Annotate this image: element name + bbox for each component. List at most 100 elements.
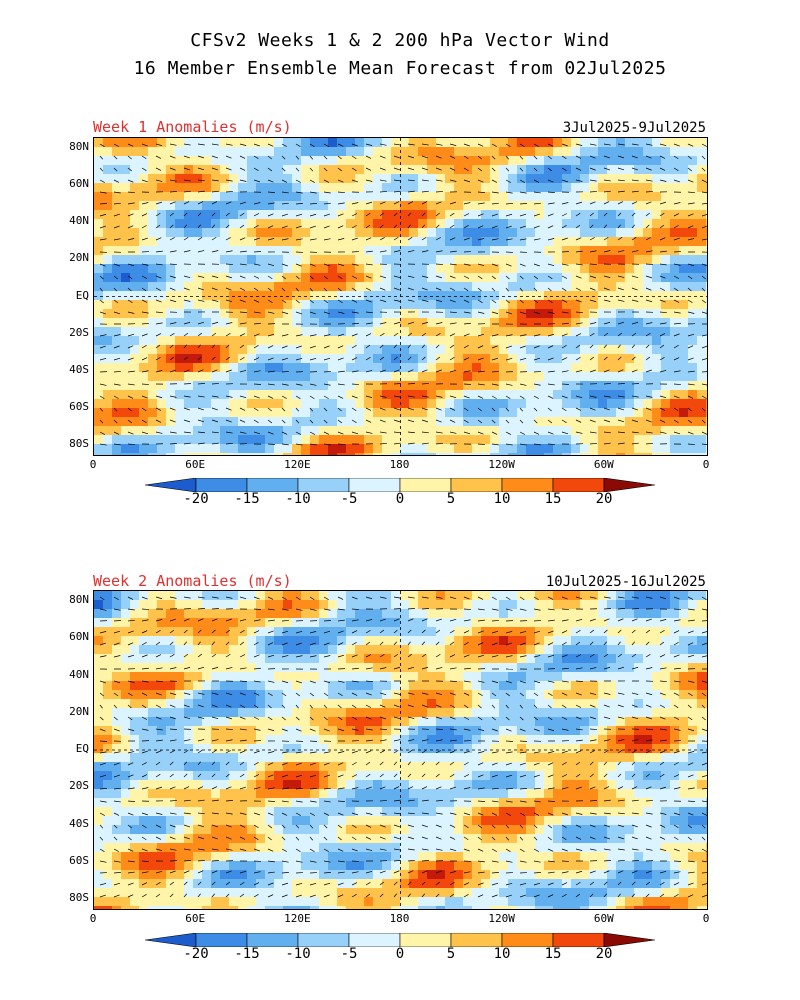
anomaly-cell — [130, 273, 140, 283]
anomaly-cell — [364, 735, 374, 745]
anomaly-cell — [400, 192, 410, 202]
anomaly-cell — [373, 426, 383, 436]
wind-vector — [575, 431, 583, 434]
wind-vector — [155, 287, 161, 291]
anomaly-cell — [508, 699, 518, 709]
anomaly-cell — [697, 744, 707, 754]
wind-vector — [533, 345, 540, 349]
anomaly-cell — [418, 156, 428, 166]
anomaly-cell — [355, 291, 365, 301]
anomaly-cell — [139, 174, 149, 184]
anomaly-cell — [688, 219, 698, 229]
anomaly-cell — [418, 762, 428, 772]
anomaly-cell — [562, 708, 572, 718]
anomaly-cell — [337, 327, 347, 337]
anomaly-cell — [301, 300, 311, 310]
anomaly-cell — [427, 435, 437, 445]
anomaly-cell — [265, 726, 275, 736]
wind-vector — [365, 224, 371, 229]
anomaly-cell — [490, 591, 500, 601]
anomaly-cell — [238, 600, 248, 610]
anomaly-cell — [382, 246, 392, 256]
wind-vector — [491, 383, 499, 386]
anomaly-cell — [652, 408, 662, 418]
anomaly-cell — [490, 363, 500, 373]
anomaly-cell — [544, 363, 554, 373]
anomaly-cell — [472, 318, 482, 328]
anomaly-cell — [625, 363, 635, 373]
wind-vector — [379, 250, 387, 253]
anomaly-cell — [211, 645, 221, 655]
anomaly-cell — [121, 444, 131, 454]
anomaly-cell — [688, 753, 698, 763]
anomaly-cell — [337, 192, 347, 202]
anomaly-cell — [661, 147, 671, 157]
anomaly-cell — [184, 372, 194, 382]
wind-vector — [687, 155, 692, 160]
wind-vector — [379, 201, 386, 205]
wind-vector — [687, 202, 695, 205]
anomaly-cell — [526, 282, 536, 292]
anomaly-cell — [517, 228, 527, 238]
anomaly-cell — [328, 138, 338, 148]
anomaly-cell — [526, 156, 536, 166]
wind-vector — [155, 333, 162, 337]
wind-vector — [645, 250, 653, 253]
anomaly-cell — [463, 426, 473, 436]
anomaly-cell — [679, 426, 689, 436]
anomaly-cell — [643, 291, 653, 301]
anomaly-cell — [202, 762, 212, 772]
anomaly-cell — [310, 609, 320, 619]
anomaly-cell — [445, 672, 455, 682]
anomaly-cell — [301, 690, 311, 700]
anomaly-cell — [490, 228, 500, 238]
anomaly-cell — [247, 636, 257, 646]
anomaly-cell — [337, 282, 347, 292]
wind-vector — [701, 345, 707, 349]
wind-vector — [631, 321, 639, 325]
anomaly-cell — [562, 345, 572, 355]
anomaly-cell — [148, 282, 158, 292]
anomaly-cell — [670, 354, 680, 364]
anomaly-cell — [409, 663, 419, 673]
anomaly-cell — [202, 345, 212, 355]
anomaly-cell — [445, 192, 455, 202]
wind-vector — [617, 332, 623, 337]
wind-vector — [659, 224, 665, 229]
anomaly-cell — [634, 627, 644, 637]
wind-vector — [183, 287, 190, 291]
anomaly-cell — [373, 753, 383, 763]
anomaly-cell — [481, 618, 491, 628]
anomaly-cell — [553, 708, 563, 718]
wind-vector — [687, 370, 695, 373]
wind-vector — [533, 443, 541, 446]
wind-vector — [435, 442, 443, 445]
wind-vector — [295, 191, 303, 194]
wind-vector — [225, 344, 230, 349]
anomaly-cell — [589, 183, 599, 193]
anomaly-cell — [562, 672, 572, 682]
anomaly-cell — [193, 309, 203, 319]
anomaly-cell — [427, 600, 437, 610]
anomaly-cell — [526, 600, 536, 610]
wind-vector — [323, 345, 330, 349]
anomaly-cell — [211, 681, 221, 691]
anomaly-cell — [688, 627, 698, 637]
anomaly-cell — [310, 138, 320, 148]
anomaly-cell — [481, 408, 491, 418]
wind-vector — [379, 275, 387, 279]
anomaly-cell — [328, 618, 338, 628]
anomaly-cell — [247, 444, 257, 454]
anomaly-cell — [283, 408, 293, 418]
anomaly-cell — [499, 156, 509, 166]
wind-vector — [169, 299, 177, 303]
anomaly-cell — [391, 372, 401, 382]
anomaly-cell — [607, 174, 617, 184]
anomaly-cell — [418, 273, 428, 283]
anomaly-cell — [184, 192, 194, 202]
anomaly-cell — [247, 591, 257, 601]
anomaly-cell — [544, 183, 554, 193]
wind-vector — [197, 250, 205, 253]
anomaly-cell — [256, 699, 266, 709]
anomaly-cell — [121, 219, 131, 229]
